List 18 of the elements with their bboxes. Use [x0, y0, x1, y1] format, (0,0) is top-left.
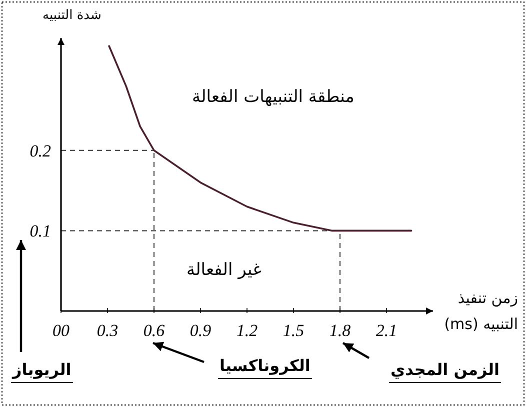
x-tick-label: 0.3: [96, 321, 118, 340]
text: الزمن المجدي: [388, 360, 502, 382]
y-tick-label: 0.2: [30, 141, 52, 160]
x-tick-label: 1.5: [282, 321, 304, 340]
x-tick-label: 0.9: [190, 321, 212, 340]
line-series: [108, 45, 412, 232]
x-tick-label: 2.1: [376, 321, 398, 340]
x-tick-label: 1.8: [329, 321, 352, 340]
annotation: غير الفعالة: [186, 260, 262, 280]
text: الكروناكسيا: [218, 356, 312, 378]
y-axis-title: شدة التنبيه: [42, 8, 102, 22]
x-tick-label: 1.2: [236, 321, 258, 340]
text: الريوباز: [10, 360, 74, 382]
x-tick-label: 00: [52, 321, 70, 340]
y-tick-label: 0.1: [30, 222, 51, 241]
annotation: منطقة التنبيهات الفعالة: [192, 87, 354, 107]
x-tick-label: 0.6: [143, 321, 166, 340]
x-axis-title: زمن تنفيذ التنبيه (ms): [443, 288, 518, 335]
